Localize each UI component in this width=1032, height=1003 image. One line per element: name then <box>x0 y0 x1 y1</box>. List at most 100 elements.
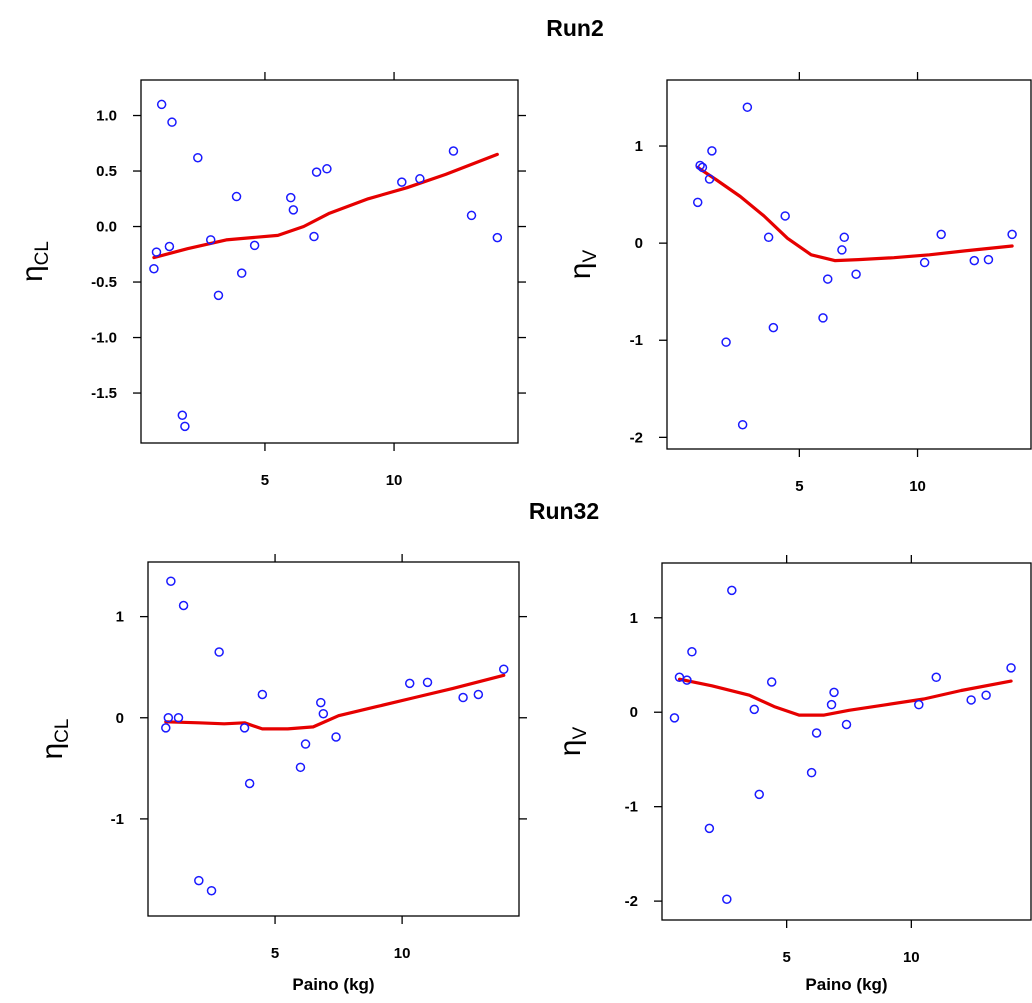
data-point <box>473 689 484 700</box>
y-tick-label: -1 <box>111 811 124 828</box>
data-point <box>311 167 322 177</box>
data-point <box>448 146 459 156</box>
data-point <box>841 719 852 730</box>
data-point <box>244 778 255 789</box>
smooth-line <box>696 165 1014 263</box>
data-point <box>206 885 217 896</box>
data-point <box>415 174 425 184</box>
data-point <box>1007 229 1017 240</box>
data-point <box>682 675 692 685</box>
data-point <box>178 600 189 611</box>
x-tick-label: 10 <box>394 945 411 962</box>
data-point <box>309 231 319 242</box>
data-point <box>763 232 774 243</box>
x-tick-label: 5 <box>271 945 279 962</box>
data-point <box>1006 663 1016 673</box>
data-point <box>316 697 326 708</box>
data-point <box>288 205 299 215</box>
y-tick-label: 0 <box>630 704 638 721</box>
y-tick-label: -1 <box>630 332 643 349</box>
data-point <box>742 102 753 112</box>
y-tick-label: -0.5 <box>91 274 117 291</box>
data-point <box>695 160 705 171</box>
data-point <box>177 410 188 420</box>
x-tick-label: 10 <box>903 949 920 966</box>
y-tick-label: -2 <box>625 893 638 910</box>
data-point <box>704 823 715 834</box>
data-point <box>466 210 477 221</box>
data-point <box>754 789 764 800</box>
data-point <box>173 713 184 723</box>
data-point <box>919 257 930 268</box>
x-tick-label: 10 <box>386 472 403 489</box>
x-tick-label: 10 <box>909 478 926 495</box>
plot-frame <box>661 562 1032 921</box>
y-tick-label: 1 <box>635 138 643 155</box>
y-axis-title-sub: V <box>580 250 601 263</box>
data-point <box>180 421 190 432</box>
x-tick-label: 5 <box>782 949 790 966</box>
data-point <box>806 767 817 778</box>
data-point <box>766 677 777 687</box>
smooth-line <box>677 677 1013 717</box>
data-point <box>829 687 839 698</box>
data-point <box>931 672 942 683</box>
data-point <box>166 576 176 586</box>
data-point <box>768 322 779 333</box>
x-axis-title: Paino (kg) <box>292 975 374 994</box>
y-axis-title-sub: CL <box>52 719 73 743</box>
data-point <box>727 585 737 596</box>
data-point <box>966 695 976 705</box>
panel-run2-eta-cl: 5 10 1.0 0.5 0.0 -0.5 -1.0 -1.5 ηCL <box>16 72 526 489</box>
plot-frame <box>140 79 519 444</box>
data-point <box>205 235 216 245</box>
data-point <box>422 677 433 688</box>
y-tick-label: 0.5 <box>96 163 117 180</box>
y-axis-title-sub: V <box>570 727 591 740</box>
y-axis-title-main: η <box>564 263 597 280</box>
data-point <box>331 732 341 742</box>
smooth-line <box>152 152 499 260</box>
data-point <box>983 254 994 265</box>
data-point <box>707 146 717 156</box>
data-point <box>687 647 697 657</box>
y-axis-title: ηV <box>554 727 591 757</box>
data-point <box>194 875 204 886</box>
y-axis-title: ηCL <box>36 719 73 760</box>
data-point <box>318 708 329 719</box>
data-point <box>839 232 850 243</box>
y-tick-label: -1.0 <box>91 330 117 347</box>
x-axis-title: Paino (kg) <box>805 975 887 994</box>
plot-frame <box>147 561 520 917</box>
data-point <box>156 99 167 110</box>
y-tick-label: 0.0 <box>96 219 117 236</box>
smooth-line <box>164 673 506 731</box>
data-point <box>286 192 296 203</box>
data-point <box>811 728 822 738</box>
data-point <box>499 664 509 674</box>
data-point <box>692 197 703 208</box>
data-point <box>914 699 924 710</box>
run2-title: Run2 <box>546 15 604 41</box>
x-tick-label: 5 <box>261 472 269 489</box>
data-point <box>721 337 731 347</box>
y-tick-label: -1 <box>625 799 638 816</box>
data-point <box>322 164 332 174</box>
y-tick-label: -1.5 <box>91 385 117 402</box>
plot-frame <box>666 79 1032 450</box>
x-tick-label: 5 <box>795 478 803 495</box>
data-point <box>295 762 306 773</box>
data-point <box>458 692 468 703</box>
y-tick-label: 1 <box>630 610 638 627</box>
data-point <box>822 274 833 284</box>
data-point <box>257 689 268 700</box>
y-axis-title-main: η <box>16 265 49 282</box>
data-point <box>167 117 177 127</box>
data-point <box>164 241 175 252</box>
y-axis-title-sub: CL <box>32 241 53 265</box>
data-point <box>239 723 250 733</box>
data-point <box>981 690 991 700</box>
data-point <box>492 232 503 243</box>
